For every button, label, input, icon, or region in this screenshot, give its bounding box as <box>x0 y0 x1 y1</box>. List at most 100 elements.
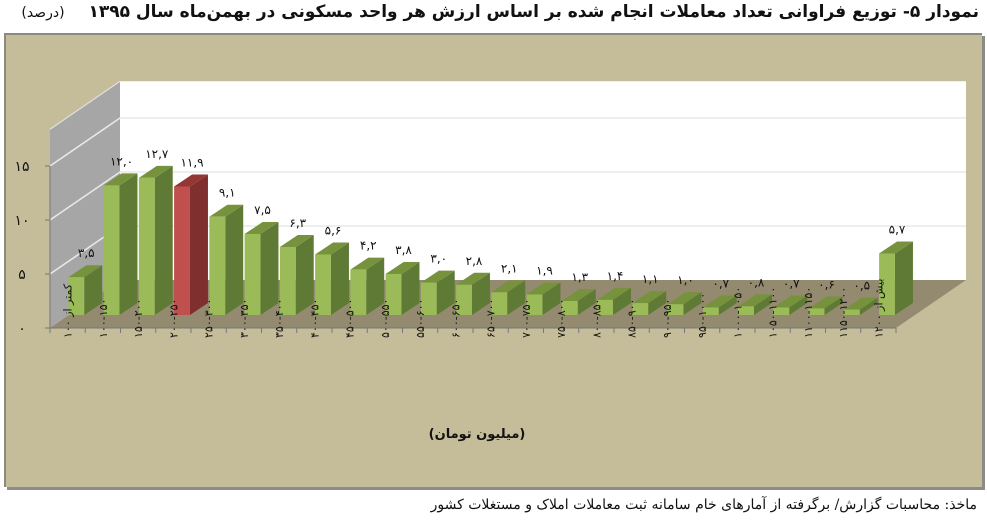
y-tick-label: ۰ <box>18 321 26 337</box>
bar-front <box>526 294 543 315</box>
bar-side <box>471 272 490 315</box>
gridline <box>49 171 966 221</box>
chart-title: نمودار ۵- توزیع فراوانی تعداد معاملات ان… <box>8 2 979 30</box>
x-category-label: ۱۵۰-۲۰۰ <box>132 299 145 338</box>
bar-side <box>436 270 455 315</box>
value-label: ۳,۸ <box>395 243 412 257</box>
bar-front <box>702 307 719 315</box>
bar-front <box>315 254 331 315</box>
bar-side <box>683 292 702 315</box>
x-category-label: ۹۰۰-۹۵۰ <box>661 299 674 338</box>
bar-side <box>366 257 385 315</box>
x-category-label: بیش از ۱۲۰۰ <box>872 279 885 338</box>
bar <box>350 257 385 315</box>
chart-walls <box>50 81 966 328</box>
bar-front <box>738 306 754 315</box>
value-label: ۰,۶ <box>818 278 835 292</box>
x-category-label: ۱۰۰-۱۵۰ <box>97 299 110 338</box>
bar <box>138 165 173 315</box>
source-note: ماخذ: محاسبات گزارش/ برگرفته از آمارهای … <box>430 497 977 513</box>
bar-side <box>189 174 208 315</box>
x-category-label: ۴۵۰-۵۰۰ <box>344 299 357 338</box>
bar-side <box>225 204 244 315</box>
bar-top <box>667 292 702 305</box>
x-category-label: ۳۰۰-۳۵۰ <box>238 299 251 338</box>
bar-side <box>753 294 772 315</box>
bar-top <box>209 204 244 217</box>
bar-side <box>330 242 349 315</box>
x-category-label: ۶۰۰-۶۵۰ <box>449 299 462 338</box>
wall-edge <box>49 80 121 130</box>
bar-top <box>561 288 596 301</box>
bar-side <box>577 288 596 315</box>
x-category-label: ۵۵۰-۶۰۰ <box>414 299 427 338</box>
bar-side <box>154 165 173 315</box>
bar <box>68 265 103 315</box>
bar-front <box>103 185 120 315</box>
chart-title-text: نمودار ۵- توزیع فراوانی تعداد معاملات ان… <box>88 2 979 22</box>
bar <box>667 292 702 315</box>
x-axis: کمتر از ۱۰۰ ۱۰۰-۱۵۰ ۱۵۰-۲۰۰ ۲۰۰-۲۵۰ ۲۵۰-۳۰۰ ۳… <box>49 279 897 338</box>
bar-top <box>491 280 526 293</box>
bar-front <box>808 308 825 315</box>
bar-front <box>420 282 437 315</box>
bar <box>632 291 667 315</box>
bar-front <box>68 277 85 315</box>
bar-front <box>667 304 684 315</box>
x-category-label: ۶۵۰-۷۰۰ <box>485 299 498 338</box>
bar-front <box>597 299 613 315</box>
bar-side <box>542 282 561 315</box>
value-label: ۲,۸ <box>466 254 483 268</box>
bar-top <box>843 297 878 310</box>
bar-side <box>295 234 314 315</box>
bar <box>420 270 455 315</box>
value-label: ۷,۵ <box>254 203 271 217</box>
value-label: ۳,۵ <box>78 246 95 260</box>
bar <box>209 204 244 315</box>
bar-front <box>209 216 226 315</box>
bar-front <box>244 234 261 315</box>
value-label: ۱,۴ <box>607 269 624 283</box>
x-category-label: ۱۱۵۰-۱۲۰۰ <box>837 287 850 338</box>
bar <box>843 297 878 315</box>
x-category-label: ۵۰۰-۵۵۰ <box>379 299 392 338</box>
bar-front <box>174 186 190 315</box>
value-label: ۱۲,۰ <box>110 154 133 168</box>
x-category-label: ۷۵۰-۸۰۰ <box>555 299 568 338</box>
bar <box>279 234 314 315</box>
value-label: ۱۲,۷ <box>145 147 169 161</box>
bar-top <box>808 296 843 309</box>
bar-side <box>648 291 667 315</box>
bar-front <box>385 273 402 315</box>
x-category-label: ۴۰۰-۴۵۰ <box>308 299 321 338</box>
x-category-label: ۱۰۵۰-۱۱۰۰ <box>767 287 780 338</box>
y-tick-label: ۱۰ <box>14 213 29 229</box>
y-tick-label: ۱۵ <box>14 159 29 175</box>
bar-top <box>350 257 385 270</box>
bar <box>103 173 138 315</box>
bar-side <box>824 296 843 315</box>
value-label: ۰,۷ <box>783 276 800 290</box>
y-tick-label: ۵ <box>18 267 26 283</box>
value-label: ۴,۲ <box>360 239 377 253</box>
bar-top <box>879 241 913 254</box>
value-label: ۱,۹ <box>536 263 553 277</box>
bar-top <box>279 234 314 247</box>
bar-front <box>632 303 649 315</box>
x-category-label: ۷۰۰-۷۵۰ <box>520 299 533 338</box>
bar-top <box>702 295 737 308</box>
bar-top <box>420 270 455 283</box>
x-category-label: ۲۵۰-۳۰۰ <box>203 299 216 338</box>
bar-top <box>738 294 772 307</box>
bar-top <box>244 222 279 234</box>
bar-side <box>612 287 631 315</box>
bar-top <box>174 174 208 187</box>
bar-side <box>119 173 138 315</box>
bar <box>879 241 913 315</box>
y-axis: ۰ ۵ ۱۰ ۱۵ <box>14 159 51 337</box>
x-category-label: ۸۵۰-۹۰۰ <box>626 299 639 338</box>
chart-unit: (درصد) <box>21 5 65 21</box>
bar-side <box>84 265 103 315</box>
bar <box>456 272 490 315</box>
value-label: ۵,۷ <box>889 222 906 236</box>
